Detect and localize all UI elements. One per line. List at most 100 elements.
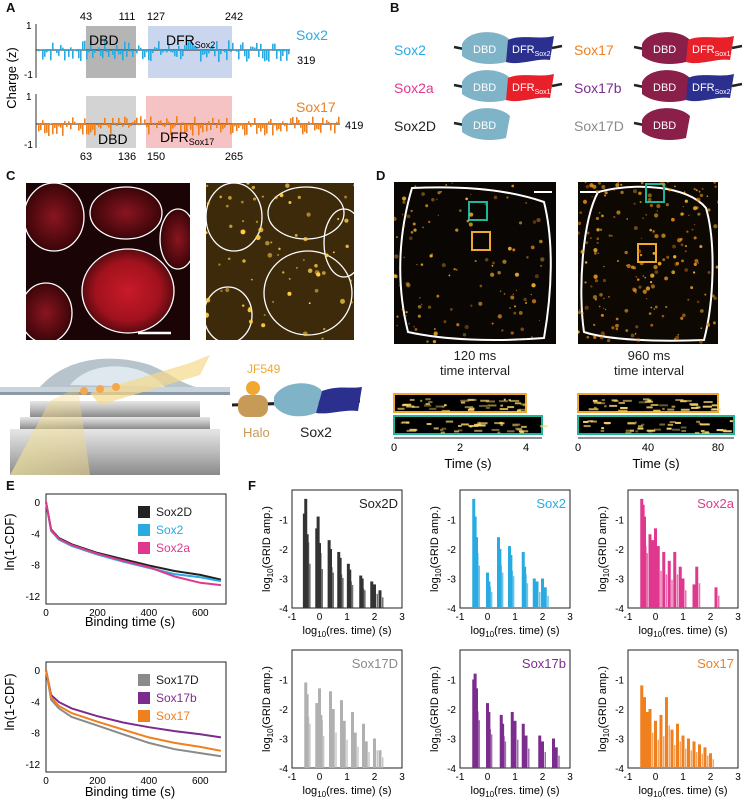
charge-bar-sox17 <box>118 117 120 124</box>
charge-bar-sox17 <box>296 117 298 124</box>
charge-bar-sox2 <box>230 50 232 53</box>
charge-bar-sox17 <box>66 124 68 127</box>
grid-bar <box>667 560 671 608</box>
charge-bar-sox2 <box>94 50 96 53</box>
ytick-label: -3 <box>615 735 624 746</box>
charge-bar-sox2 <box>220 50 222 55</box>
charge-bar-sox17 <box>222 124 224 130</box>
panel-label-c: C <box>6 168 16 183</box>
xtick-label: 3 <box>735 772 741 783</box>
charge-bar-sox17 <box>174 124 176 127</box>
grid-bar <box>695 566 699 608</box>
charge-bar-sox2 <box>118 50 120 55</box>
grid-bar <box>652 732 654 768</box>
charge-bar-sox2 <box>254 47 256 50</box>
grid-bar <box>362 723 365 768</box>
charge-bar-sox17 <box>338 116 340 124</box>
svg-text:111: 111 <box>119 11 136 23</box>
charge-bar-sox17 <box>170 124 172 135</box>
svg-text:419: 419 <box>345 120 363 132</box>
grid-bar <box>687 738 690 768</box>
grid-bar <box>660 570 662 608</box>
ytick-label: -2 <box>615 705 624 716</box>
charge-bar-sox17 <box>64 120 66 124</box>
caption-time-interval-2: time interval <box>613 363 685 378</box>
charge-bar-sox17 <box>168 121 170 124</box>
charge-bar-sox2 <box>152 50 154 54</box>
xtick-label: 0 <box>653 772 659 783</box>
ytick-label: -1 <box>447 516 456 527</box>
charge-bar-sox17 <box>92 124 94 130</box>
charge-bar-sox2 <box>156 47 158 50</box>
xtick-label: -1 <box>456 772 465 783</box>
charge-bar-sox17 <box>294 124 296 129</box>
svg-text:80: 80 <box>712 442 724 454</box>
dfr-domain <box>686 74 734 102</box>
grid-bar <box>648 534 652 608</box>
charge-bar-sox17 <box>144 119 146 124</box>
charge-bar-sox17 <box>322 117 324 124</box>
subplot-xlabel: log10(res. time) (s) <box>471 625 560 639</box>
ytick-label: -2 <box>279 705 288 716</box>
grid-bar <box>351 584 354 608</box>
charge-bar-sox17 <box>240 124 242 126</box>
subplot-title: Sox2D <box>359 496 398 511</box>
charge-bar-sox17 <box>80 124 82 129</box>
grid-bar <box>673 551 677 608</box>
charge-bar-sox2 <box>160 50 162 55</box>
bottom-dfr-label: DFRSox17 <box>160 129 214 147</box>
bottom-charge-bars <box>38 116 340 136</box>
charge-bar-sox17 <box>124 116 126 124</box>
charge-bar-sox17 <box>130 124 132 127</box>
dbd-domain <box>462 70 510 102</box>
grid-bar <box>643 516 646 608</box>
charge-bar-sox17 <box>70 124 72 130</box>
dfr-domain <box>506 36 554 64</box>
charge-bar-sox17 <box>250 124 252 127</box>
charge-bar-sox17 <box>262 124 264 129</box>
ytick-label: -4 <box>31 697 40 708</box>
grid-bar <box>370 581 374 608</box>
grid-bar <box>538 735 542 768</box>
svg-text:ln(1-CDF): ln(1-CDF) <box>2 673 17 730</box>
charge-bar-sox2 <box>42 50 44 60</box>
top-dbd-label: DBD <box>89 32 119 48</box>
panel-a-ylabel: Charge (z) <box>4 47 19 108</box>
grid-bar <box>659 714 663 768</box>
xtick-label: -1 <box>624 612 633 623</box>
grid-bar <box>498 549 502 608</box>
xtick-label: 2 <box>540 772 546 783</box>
charge-bar-sox17 <box>334 124 336 134</box>
charge-bar-sox17 <box>282 121 284 124</box>
curve-sox2a <box>45 501 222 587</box>
charge-bar-sox17 <box>60 124 62 128</box>
charge-bar-sox17 <box>210 124 212 130</box>
charge-bar-sox2 <box>204 50 206 55</box>
charge-bar-sox2 <box>70 47 72 50</box>
construct-sox17b: Sox17b DBD DFRSox2 <box>574 70 743 102</box>
grid-bar <box>309 563 311 608</box>
panel-label-b: B <box>390 0 400 15</box>
svg-text:Binding time (s): Binding time (s) <box>85 784 175 799</box>
grid-bar <box>321 569 323 608</box>
charge-bar-sox2 <box>194 45 196 50</box>
ytick-label: -12 <box>26 760 41 771</box>
grid-bar <box>685 748 687 768</box>
xtick-label: 200 <box>89 608 106 619</box>
charge-bar-sox17 <box>284 124 286 127</box>
grid-bar <box>665 697 668 768</box>
charge-bar-sox2 <box>268 50 270 62</box>
grid-bar <box>645 711 649 768</box>
panel-label-a: A <box>6 0 16 15</box>
charge-bar-sox17 <box>292 117 294 124</box>
charge-bar-sox2 <box>64 50 66 61</box>
ytick-label: -3 <box>279 735 288 746</box>
construct-sox17: Sox17 DBD DFRSox17 <box>574 32 743 64</box>
xtick-label: 3 <box>399 612 405 623</box>
svg-text:136: 136 <box>118 151 136 160</box>
charge-bar-sox2 <box>102 50 104 59</box>
svg-text:4: 4 <box>523 442 529 454</box>
grid-bar <box>487 711 491 768</box>
caption-960ms: 960 ms <box>627 348 671 363</box>
grid-bar <box>373 738 376 768</box>
